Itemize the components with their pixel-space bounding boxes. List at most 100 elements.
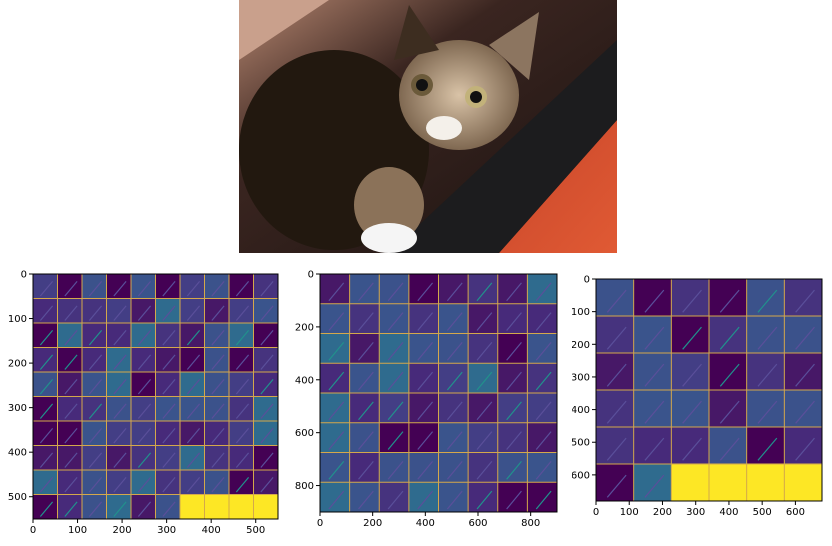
heatmap-tile	[633, 427, 672, 464]
y-tick-label: 600	[572, 470, 590, 481]
heatmap-1-svg: 0 100 200 300 400 500 0 100 200 300 400 500	[8, 270, 279, 536]
heatmap-tile	[349, 482, 380, 512]
feature-streak	[795, 400, 815, 424]
feature-streak	[506, 312, 522, 331]
heatmap-tile	[106, 421, 131, 446]
heatmap-tile	[253, 372, 278, 397]
heatmap-tile	[596, 279, 634, 316]
feature-streak	[417, 342, 434, 361]
heatmap-tile	[106, 347, 131, 372]
heatmap-chart-3: 0 100 200 300 400 500 600 0 100 200 300 400 500 600	[571, 262, 832, 542]
feature-streak	[606, 363, 627, 387]
x-tick-label: 0	[317, 518, 323, 529]
heatmap-tile	[180, 470, 205, 495]
heatmap-tile	[57, 298, 82, 323]
y-tick-label: 500	[8, 492, 27, 503]
heatmap-tile	[349, 452, 380, 483]
feature-streak	[757, 400, 778, 424]
feature-streak	[535, 282, 552, 302]
heatmap-tile	[204, 470, 229, 495]
feature-streak	[39, 280, 54, 297]
feature-streak	[162, 329, 176, 346]
heatmap-tile	[709, 353, 747, 390]
feature-streak	[535, 431, 552, 450]
feature-streak	[64, 329, 78, 346]
y-tick-label: 0	[21, 270, 27, 281]
feature-streak	[235, 403, 250, 419]
heatmap-tile	[229, 421, 254, 446]
feature-streak	[235, 476, 250, 493]
heatmap-tile	[180, 274, 205, 299]
feature-streak	[535, 371, 552, 391]
feature-streak	[506, 401, 522, 421]
feature-streak	[88, 452, 103, 468]
x-tick-label: 600	[468, 518, 487, 529]
feature-streak	[88, 329, 103, 346]
feature-streak	[39, 427, 54, 444]
heatmap-tile	[229, 372, 254, 397]
heatmap-tile	[527, 363, 557, 393]
feature-streak	[358, 401, 374, 421]
feature-streak	[606, 437, 627, 461]
x-tick-label: 300	[686, 507, 705, 518]
heatmap-tile	[746, 279, 785, 316]
heatmap-tile	[204, 347, 229, 372]
feature-streak	[644, 400, 665, 424]
heatmap-tile	[709, 279, 747, 316]
feature-streak	[260, 427, 274, 444]
feature-streak	[88, 476, 103, 493]
feature-streak	[757, 289, 778, 313]
feature-streak	[113, 403, 127, 419]
y-tick-label: 400	[295, 375, 314, 386]
heatmap-tile	[379, 363, 409, 393]
feature-streak	[235, 354, 250, 370]
feature-streak	[358, 371, 374, 391]
heatmap-tile	[155, 445, 180, 470]
feature-streak	[113, 354, 127, 370]
heatmap-tile	[106, 274, 131, 299]
heatmap-tile	[33, 396, 58, 421]
y-tick-label: 300	[8, 403, 27, 414]
heatmap-tile	[468, 363, 498, 393]
feature-streak	[186, 403, 201, 419]
feature-streak	[417, 490, 434, 510]
heatmap-tile	[438, 303, 469, 334]
y-tick-label: 100	[572, 307, 590, 318]
feature-streak	[644, 326, 665, 350]
heatmap-tile	[204, 298, 229, 323]
feature-streak	[757, 326, 778, 350]
heatmap-tile	[438, 363, 469, 393]
heatmap-3-svg: 0 100 200 300 400 500 600 0 100 200 300 400 500 600	[571, 275, 823, 518]
feature-streak	[88, 501, 103, 517]
feature-streak	[446, 490, 463, 510]
feature-streak	[417, 371, 434, 391]
heatmap-tile	[408, 393, 439, 423]
feature-streak	[682, 437, 702, 461]
feature-streak	[682, 363, 702, 387]
feature-streak	[606, 326, 627, 350]
feature-streak	[162, 476, 176, 493]
feature-streak	[137, 452, 152, 468]
feature-streak	[328, 342, 345, 361]
feature-streak	[387, 342, 404, 361]
x-tick-label: 400	[719, 507, 738, 518]
heatmap-tile	[709, 390, 747, 427]
heatmap-tile	[596, 316, 634, 353]
x-tick-label: 200	[653, 507, 672, 518]
heatmap-tile	[106, 372, 131, 397]
heatmap-tile	[784, 353, 822, 390]
y-tick-label: 0	[584, 275, 590, 286]
feature-streak	[387, 461, 404, 480]
feature-streak	[235, 329, 250, 346]
heatmap-tile	[468, 274, 498, 304]
feature-streak	[328, 371, 345, 391]
feature-streak	[113, 305, 127, 321]
heatmap-tile	[527, 303, 557, 334]
feature-streak	[476, 342, 493, 361]
feature-streak	[137, 305, 152, 321]
x-tick-label: 100	[620, 507, 639, 518]
feature-streak	[535, 461, 552, 480]
heatmap-tile	[497, 452, 528, 483]
feature-streak	[39, 403, 54, 419]
heatmap-tile	[497, 393, 528, 423]
